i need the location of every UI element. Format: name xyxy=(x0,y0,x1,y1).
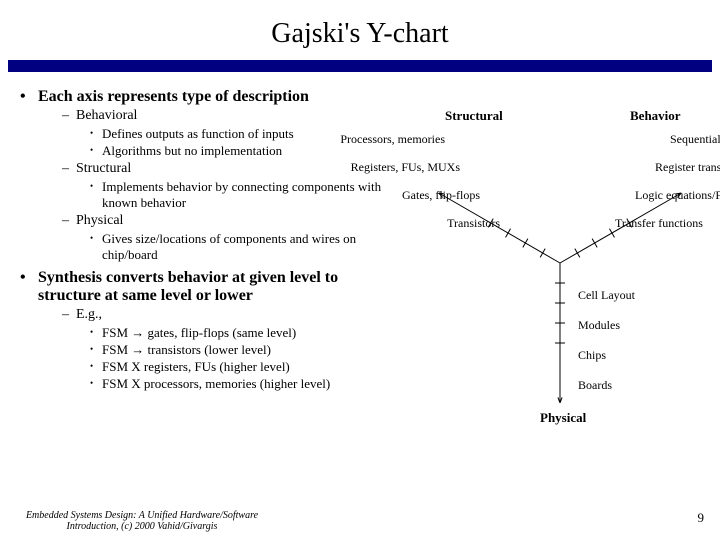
title-bar xyxy=(8,60,712,72)
beh-l4: Transfer functions xyxy=(615,216,703,231)
bullet-1: Each axis represents type of description xyxy=(20,88,400,106)
slide-title: Gajski's Y-chart xyxy=(0,0,720,60)
axis-structural-label: Structural xyxy=(445,108,503,124)
phys-l2: Modules xyxy=(578,318,620,333)
axis-behavior-label: Behavior xyxy=(630,108,681,124)
bullet-1-sub-structural-a: Implements behavior by connecting compon… xyxy=(90,179,400,211)
bullet-2-sub-eg-b: FSM → transistors (lower level) xyxy=(90,342,400,358)
beh-l3: Logic equations/FSM xyxy=(635,188,720,203)
struct-l1: Processors, memories xyxy=(340,132,445,147)
bullet-2: Synthesis converts behavior at given lev… xyxy=(20,269,400,305)
phys-l1: Cell Layout xyxy=(578,288,635,303)
bullet-2-sub-eg-c: FSM X registers, FUs (higher level) xyxy=(90,359,400,375)
struct-l3: Gates, flip-flops xyxy=(402,188,480,203)
y-chart-diagram: Structural Behavior Physical Processors,… xyxy=(400,108,715,438)
bullet-2-sub-eg-a: FSM → gates, flip-flops (same level) xyxy=(90,325,400,341)
struct-l4: Transistors xyxy=(447,216,500,231)
phys-l4: Boards xyxy=(578,378,612,393)
bullet-1-sub-physical-a: Gives size/locations of components and w… xyxy=(90,231,400,263)
bullet-2-sub-eg-d: FSM X processors, memories (higher level… xyxy=(90,376,400,392)
axis-physical-label: Physical xyxy=(540,410,586,426)
phys-l3: Chips xyxy=(578,348,606,363)
struct-l2: Registers, FUs, MUXs xyxy=(351,160,460,175)
page-number: 9 xyxy=(698,510,705,526)
footer-text: Embedded Systems Design: A Unified Hardw… xyxy=(12,510,272,532)
beh-l1: Sequential programs xyxy=(670,132,720,147)
beh-l2: Register transfers xyxy=(655,160,720,175)
